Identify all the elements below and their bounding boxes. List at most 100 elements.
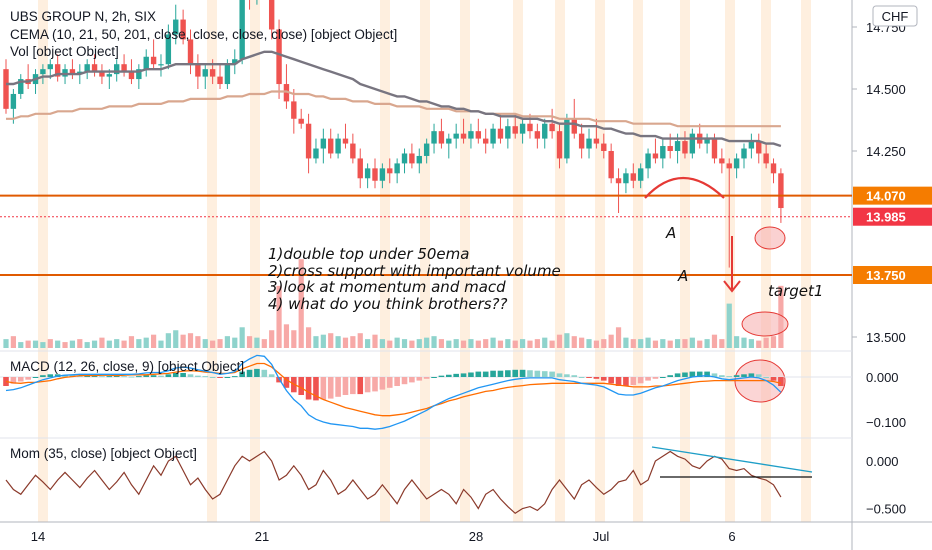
volume-bar-72 [534, 339, 540, 348]
band-10 [680, 0, 690, 522]
volume-bar-22 [165, 333, 171, 348]
macd-hist-bar-88 [652, 377, 659, 379]
volume-bar-69 [512, 340, 518, 348]
volume-bar-64 [475, 340, 481, 348]
candle-body-40 [298, 118, 304, 124]
volume-bar-91 [674, 339, 681, 348]
macd-hist-bar-53 [394, 377, 400, 386]
macd-hist-bar-45 [335, 377, 341, 397]
candle-body-16 [121, 64, 127, 72]
macd-hist-bar-16 [121, 376, 127, 378]
candle-body-105 [778, 173, 784, 209]
price-tick-label-5: 13.500 [866, 330, 906, 345]
volume-bar-66 [490, 337, 496, 348]
price-tags: 14.070 13.985 13.750 [853, 186, 932, 284]
macd-hist-bar-35 [261, 369, 268, 377]
candle-body-78 [578, 133, 585, 149]
macd-hist-bar-15 [113, 375, 120, 377]
candle-body-52 [387, 168, 393, 174]
macd-hist-bar-52 [386, 377, 393, 388]
candle-body-104 [770, 163, 777, 174]
macd-tick-label-0: 0.000 [866, 370, 899, 385]
price-tag-bg-0 [853, 186, 932, 205]
macd-hist-bar-27 [202, 376, 209, 378]
candle-body-37 [276, 29, 282, 85]
macd-hist-bar-100 [741, 374, 747, 377]
volume-bar-59 [438, 339, 445, 348]
candle-body-60 [446, 138, 452, 144]
macd-hist-bar-93 [689, 371, 696, 377]
macd-hist-bar-89 [660, 377, 666, 378]
macd-hist-bar-44 [327, 377, 334, 399]
volume-bar-36 [269, 330, 275, 348]
macd-hist-bar-67 [497, 370, 504, 377]
volume-bar-34 [254, 337, 260, 348]
macd-hist-bar-71 [527, 370, 533, 377]
volume-bar-65 [483, 339, 489, 348]
candle-body-72 [534, 131, 541, 139]
volume-bar-81 [601, 339, 607, 348]
target-label: target1 [768, 282, 823, 300]
volume-bar-12 [91, 340, 98, 348]
legend-mom: Mom (35, close) [object Object] [10, 446, 197, 461]
volume-bar-73 [542, 337, 548, 348]
volume-bar-86 [638, 339, 644, 348]
macd-hist-bar-29 [217, 377, 223, 378]
volume-bar-77 [571, 336, 577, 348]
volume-bar-101 [748, 339, 754, 348]
macd-hist-bar-78 [578, 377, 585, 378]
macd-hist-bar-99 [733, 375, 740, 377]
currency-box[interactable] [872, 5, 918, 27]
candle-body-67 [497, 128, 504, 139]
macd-tick-label-1: −0.100 [866, 415, 906, 430]
candle-body-74 [549, 123, 555, 132]
support-levels [0, 194, 852, 276]
volume-bar-19 [143, 337, 149, 348]
candle-body-8 [62, 69, 68, 77]
macd-hist-bar-84 [623, 377, 629, 386]
volume-bar-62 [460, 340, 467, 348]
candle-body-76 [564, 118, 570, 159]
macd-hist-bar-2 [17, 377, 24, 382]
volume-bar-13 [99, 337, 105, 348]
candle-body-23 [173, 19, 179, 35]
note-4: 4) what do you think brothers?? [268, 295, 508, 313]
candle-body-24 [180, 19, 186, 40]
candle-body-6 [47, 64, 53, 70]
volume-bar-56 [416, 339, 422, 348]
volume-bar-16 [121, 340, 127, 348]
macd-hist-bar-6 [47, 374, 54, 377]
macd-hist-bar-24 [180, 372, 186, 377]
candle-body-5 [40, 69, 46, 75]
volume-bar-39 [291, 330, 297, 348]
volume-bar-42 [313, 336, 319, 348]
mom-tick-label-0: 0.000 [866, 454, 899, 469]
candle-body-45 [335, 138, 341, 154]
macd-hist-bar-75 [556, 373, 563, 377]
candle-body-31 [232, 59, 238, 65]
band-0 [38, 0, 48, 522]
candle-body-26 [195, 64, 201, 77]
candle-body-20 [150, 56, 157, 65]
candle-body-12 [91, 64, 98, 72]
volume-bar-0 [3, 339, 9, 348]
macd-hist-bar-20 [150, 375, 157, 377]
band-8 [595, 0, 605, 522]
volume-bar-23 [173, 330, 179, 348]
volume-bar-37 [276, 285, 282, 348]
time-tick-label-1: 21 [255, 529, 269, 544]
volume-bar-100 [741, 337, 747, 348]
volume-bar-47 [350, 336, 356, 348]
macd-hist-bar-87 [645, 377, 651, 381]
volume-bar-95 [704, 339, 710, 348]
candle-body-19 [143, 56, 149, 70]
volume-bar-82 [608, 334, 614, 348]
volume-bar-90 [667, 340, 673, 348]
candle-body-41 [305, 123, 312, 159]
candle-body-58 [431, 131, 437, 144]
candle-body-61 [453, 133, 459, 139]
price-tag-label-0: 14.070 [866, 189, 906, 204]
volume-bar-93 [689, 337, 695, 348]
candle-body-85 [630, 173, 636, 181]
